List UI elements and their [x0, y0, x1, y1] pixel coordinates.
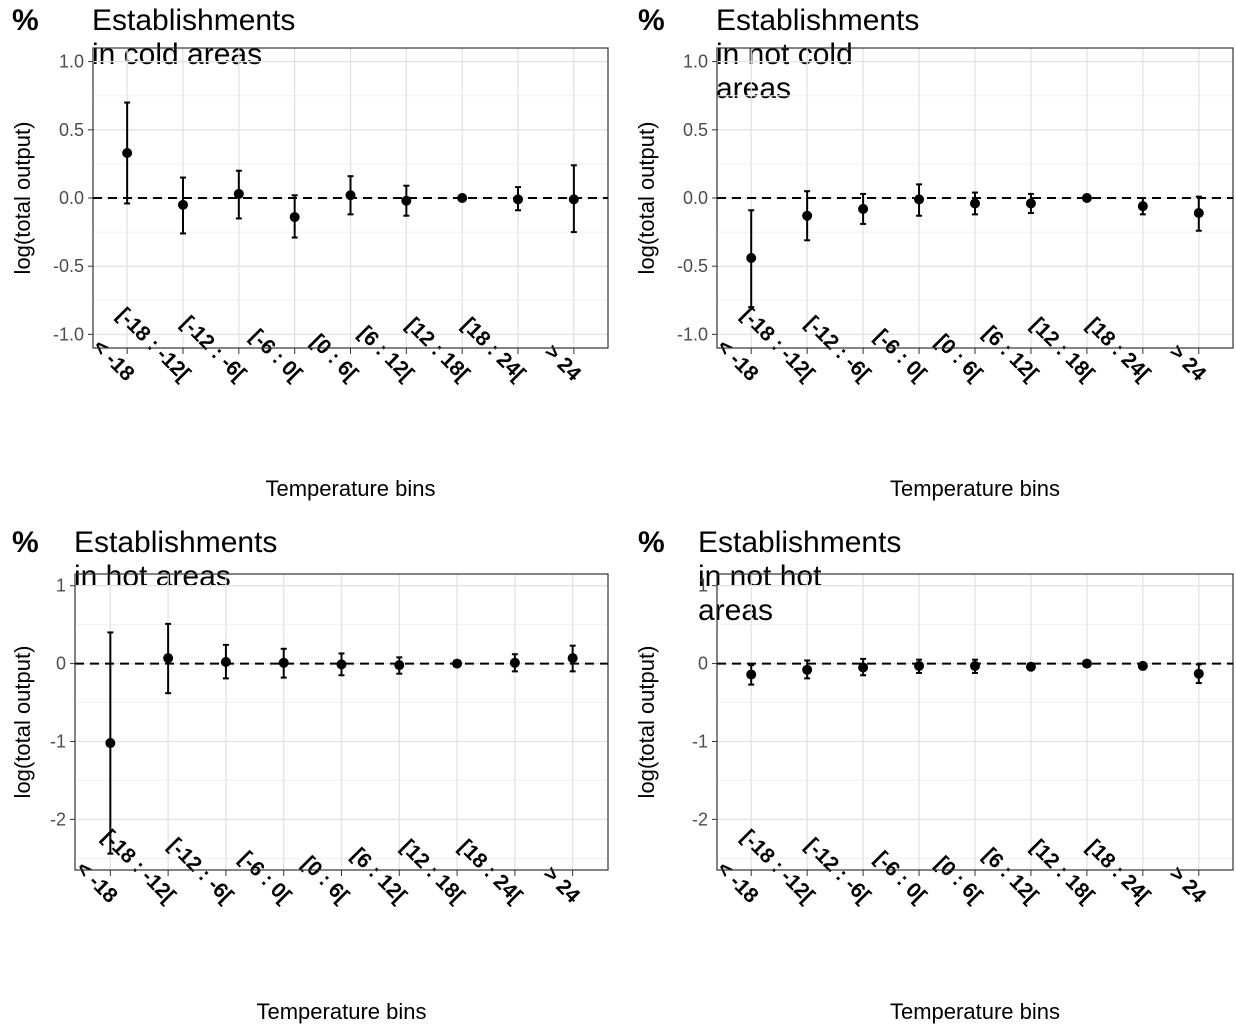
y-tick-label: -2 — [692, 809, 708, 829]
y-tick-label: -1.0 — [677, 324, 708, 344]
x-tick-label: [0 : 6[ — [931, 330, 987, 386]
data-point — [234, 189, 244, 199]
x-tick-label: > 24 — [1165, 340, 1211, 386]
y-tick-label: 1.0 — [59, 52, 84, 72]
y-tick-label: 0 — [698, 654, 708, 674]
x-tick-label: < -18 — [712, 857, 763, 908]
data-point — [746, 669, 756, 679]
x-tick-label: [18 : 24[ — [454, 835, 526, 907]
data-point — [105, 738, 115, 748]
x-axis-title: Temperature bins — [890, 476, 1060, 501]
x-tick-label: < -18 — [88, 335, 139, 386]
data-point — [394, 660, 404, 670]
data-point — [1082, 193, 1092, 203]
x-tick-label: < -18 — [712, 335, 763, 386]
x-tick-label: [0 : 6[ — [931, 852, 987, 908]
x-axis-title: Temperature bins — [890, 999, 1060, 1024]
x-tick-label: [0 : 6[ — [297, 852, 353, 908]
y-tick-label: 1.0 — [683, 52, 708, 72]
x-axis-title: Temperature bins — [257, 999, 427, 1024]
y-tick-label: 0.0 — [59, 188, 84, 208]
data-point — [970, 198, 980, 208]
data-point — [290, 212, 300, 222]
data-point — [1194, 208, 1204, 218]
data-point — [279, 658, 289, 668]
data-point — [1026, 662, 1036, 672]
y-tick-label: 0.5 — [683, 120, 708, 140]
chart-hot-areas: -2-101< -18[-18 : -12[[-12 : -6[[-6 : 0[… — [0, 514, 618, 1029]
data-point — [858, 204, 868, 214]
x-tick-label: [0 : 6[ — [306, 330, 362, 386]
y-tick-label: 0.5 — [59, 120, 84, 140]
y-tick-label: 0.0 — [683, 188, 708, 208]
data-point — [452, 659, 462, 669]
y-tick-label: -1.0 — [53, 324, 84, 344]
x-tick-label: > 24 — [540, 340, 586, 386]
y-axis-title: log(total output) — [634, 122, 659, 275]
chart-not-hot-areas: -2-101< -18[-18 : -12[[-12 : -6[[-6 : 0[… — [618, 514, 1236, 1029]
x-tick-label: [-6 : 0[ — [870, 847, 931, 908]
y-tick-label: 1 — [56, 576, 66, 596]
chart-not-cold-areas: -1.0-0.50.00.51.0< -18[-18 : -12[[-12 : … — [618, 0, 1236, 514]
x-tick-label: [12 : 18[ — [396, 835, 468, 907]
data-point — [337, 659, 347, 669]
y-axis-title: log(total output) — [634, 646, 659, 799]
data-point — [802, 211, 812, 221]
x-tick-label: < -18 — [71, 857, 122, 908]
y-tick-label: -1 — [50, 731, 66, 751]
data-point — [569, 194, 579, 204]
data-point — [914, 661, 924, 671]
x-axis-title: Temperature bins — [266, 476, 436, 501]
y-axis-title: log(total output) — [10, 122, 35, 275]
data-point — [178, 200, 188, 210]
data-point — [401, 196, 411, 206]
data-point — [457, 193, 467, 203]
y-tick-label: -0.5 — [677, 256, 708, 276]
data-point — [1138, 661, 1148, 671]
data-point — [1138, 201, 1148, 211]
y-tick-label: -2 — [50, 809, 66, 829]
data-point — [122, 148, 132, 158]
data-point — [346, 190, 356, 200]
data-point — [163, 653, 173, 663]
y-axis-title: log(total output) — [10, 646, 35, 799]
data-point — [1026, 198, 1036, 208]
data-point — [858, 662, 868, 672]
data-point — [746, 253, 756, 263]
data-point — [914, 194, 924, 204]
y-tick-label: -1 — [692, 731, 708, 751]
y-tick-label: -0.5 — [53, 256, 84, 276]
data-point — [1082, 659, 1092, 669]
y-tick-label: 1 — [698, 576, 708, 596]
x-tick-label: > 24 — [539, 862, 585, 908]
data-point — [802, 665, 812, 675]
chart-cold-areas: -1.0-0.50.00.51.0< -18[-18 : -12[[-12 : … — [0, 0, 618, 514]
data-point — [568, 653, 578, 663]
data-point — [221, 657, 231, 667]
data-point — [1194, 669, 1204, 679]
data-point — [510, 658, 520, 668]
y-tick-label: 0 — [56, 654, 66, 674]
x-tick-label: > 24 — [1165, 862, 1211, 908]
x-tick-label: [-6 : 0[ — [234, 847, 295, 908]
data-point — [970, 661, 980, 671]
data-point — [513, 194, 523, 204]
